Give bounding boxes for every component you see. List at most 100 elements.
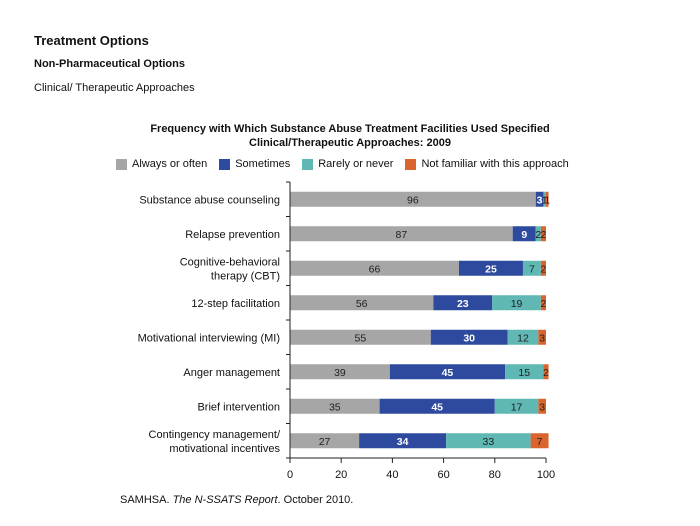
x-tick-label-100: 100: [537, 469, 555, 481]
bar-always-or-often-3: [290, 295, 434, 311]
legend-swatch-not-familiar: [405, 158, 417, 170]
bar-rarely-or-never-3: [492, 295, 541, 311]
bar-sometimes-3: [433, 295, 493, 311]
bar-not-familiar-with-this-approach-7: [530, 433, 549, 449]
bar-rarely-or-never-4: [507, 329, 539, 345]
page-heading: Treatment Options: [34, 33, 149, 48]
bar-not-familiar-with-this-approach-5: [543, 364, 549, 380]
category-label-7: Contingency management/motivational ince…: [149, 429, 281, 455]
bar-rarely-or-never-1: [535, 226, 541, 242]
data-label-rarely-or-never-3: 19: [511, 298, 523, 310]
bar-not-familiar-with-this-approach-1: [540, 226, 546, 242]
category-label-4: Motivational interviewing (MI): [138, 332, 280, 344]
bar-rarely-or-never-5: [505, 364, 544, 380]
bar-always-or-often-5: [290, 364, 390, 380]
chart-legend: Always or often Sometimes Rarely or neve…: [116, 158, 581, 170]
data-label-always-or-often-0: 96: [407, 194, 419, 206]
data-label-not-familiar-with-this-approach-7: 7: [537, 436, 543, 448]
data-label-always-or-often-1: 87: [396, 229, 408, 241]
bar-not-familiar-with-this-approach-2: [540, 260, 546, 276]
source-suffix: . October 2010.: [277, 494, 354, 506]
bar-always-or-often-6: [290, 398, 380, 414]
data-label-sometimes-2: 25: [485, 263, 497, 275]
legend-swatch-rarely: [302, 158, 314, 170]
bar-rarely-or-never-2: [522, 260, 541, 276]
data-label-sometimes-0: 3: [537, 194, 543, 206]
bar-rarely-or-never-6: [494, 398, 539, 414]
data-label-rarely-or-never-0: 1: [542, 194, 548, 206]
data-label-not-familiar-with-this-approach-5: 2: [543, 367, 549, 379]
page-subheading: Non-Pharmaceutical Options: [34, 58, 185, 70]
legend-label-sometimes: Sometimes: [235, 158, 291, 170]
category-label-2: Cognitive-behavioral therapy (CBT): [180, 256, 280, 282]
data-label-always-or-often-3: 56: [356, 298, 368, 310]
legend-item-not-familiar: Not familiar with this approach: [405, 158, 569, 170]
data-label-always-or-often-5: 39: [334, 367, 346, 379]
bar-rarely-or-never-0: [543, 191, 546, 207]
data-label-not-familiar-with-this-approach-3: 2: [541, 298, 547, 310]
data-label-not-familiar-with-this-approach-4: 3: [539, 332, 545, 344]
data-label-rarely-or-never-2: 7: [529, 263, 535, 275]
bar-not-familiar-with-this-approach-3: [540, 295, 546, 311]
bar-always-or-often-1: [290, 226, 513, 242]
data-label-sometimes-4: 30: [463, 332, 475, 344]
bar-always-or-often-2: [290, 260, 459, 276]
legend-label-rarely: Rarely or never: [318, 158, 394, 170]
bar-rarely-or-never-7: [446, 433, 531, 449]
data-label-rarely-or-never-1: 2: [535, 229, 541, 241]
data-label-always-or-often-2: 66: [369, 263, 381, 275]
data-label-always-or-often-7: 27: [319, 436, 331, 448]
data-label-not-familiar-with-this-approach-2: 2: [541, 263, 547, 275]
data-label-rarely-or-never-7: 33: [483, 436, 495, 448]
data-label-sometimes-5: 45: [442, 367, 454, 379]
category-label-5: Anger management: [183, 367, 280, 379]
chart-title: Frequency with Which Substance Abuse Tre…: [100, 122, 600, 150]
x-tick-label-80: 80: [489, 469, 501, 481]
bar-sometimes-2: [458, 260, 523, 276]
data-label-not-familiar-with-this-approach-6: 3: [539, 401, 545, 413]
data-label-rarely-or-never-5: 15: [518, 367, 530, 379]
bar-sometimes-5: [389, 364, 506, 380]
section-label: Clinical/ Therapeutic Approaches: [34, 82, 195, 94]
legend-label-not-familiar: Not familiar with this approach: [421, 158, 569, 170]
bar-sometimes-4: [430, 329, 508, 345]
bar-sometimes-0: [535, 191, 544, 207]
data-label-not-familiar-with-this-approach-1: 2: [541, 229, 547, 241]
legend-item-rarely: Rarely or never: [302, 158, 393, 170]
x-tick-label-60: 60: [437, 469, 449, 481]
data-label-sometimes-6: 45: [431, 401, 443, 413]
data-label-sometimes-3: 23: [457, 298, 469, 310]
data-label-sometimes-7: 34: [397, 436, 409, 448]
data-label-not-familiar-with-this-approach-0: 1: [544, 194, 550, 206]
chart-title-line-2: Clinical/Therapeutic Approaches: 2009: [249, 137, 451, 149]
x-tick-label-40: 40: [386, 469, 398, 481]
legend-item-sometimes: Sometimes: [219, 158, 290, 170]
bar-sometimes-6: [379, 398, 495, 414]
category-label-1: Relapse prevention: [185, 229, 280, 241]
data-label-sometimes-1: 9: [521, 229, 527, 241]
source-citation: SAMHSA. The N-SSATS Report. October 2010…: [120, 494, 353, 506]
bar-not-familiar-with-this-approach-6: [538, 398, 546, 414]
x-tick-label-20: 20: [335, 469, 347, 481]
data-label-always-or-often-6: 35: [329, 401, 341, 413]
source-title: The N-SSATS Report: [172, 494, 278, 506]
bar-not-familiar-with-this-approach-4: [538, 329, 546, 345]
bar-always-or-often-4: [290, 329, 431, 345]
bar-always-or-often-0: [290, 191, 536, 207]
data-label-rarely-or-never-4: 12: [517, 332, 529, 344]
bar-sometimes-7: [359, 433, 447, 449]
legend-item-always: Always or often: [116, 158, 207, 170]
chart-title-line-1: Frequency with Which Substance Abuse Tre…: [150, 123, 550, 135]
data-label-always-or-often-4: 55: [355, 332, 367, 344]
bar-sometimes-1: [512, 226, 536, 242]
x-tick-label-0: 0: [287, 469, 293, 481]
source-prefix: SAMHSA.: [120, 494, 173, 506]
category-label-0: Substance abuse counseling: [139, 194, 280, 206]
legend-swatch-always: [116, 158, 127, 170]
bar-always-or-often-7: [290, 433, 360, 449]
legend-swatch-sometimes: [219, 158, 231, 170]
legend-label-always: Always or often: [132, 158, 208, 170]
category-label-3: 12-step facilitation: [191, 298, 280, 310]
data-label-rarely-or-never-6: 17: [511, 401, 523, 413]
